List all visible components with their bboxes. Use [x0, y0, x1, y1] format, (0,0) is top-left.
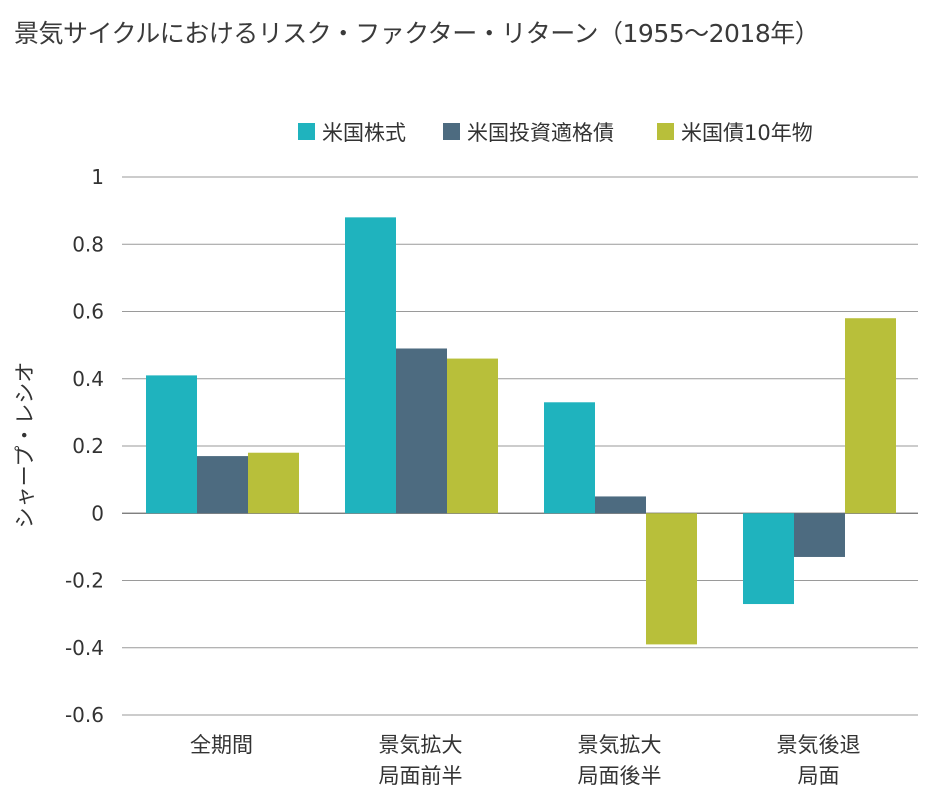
legend-label: 米国株式 — [322, 121, 406, 145]
x-category-label: 全期間 — [190, 733, 253, 757]
y-tick-label: -0.2 — [65, 569, 104, 593]
legend-label: 米国債10年物 — [681, 121, 813, 145]
legend-label: 米国投資適格債 — [467, 121, 614, 145]
y-tick-label: 0.6 — [72, 300, 104, 324]
y-axis-label: シャープ・レシオ — [13, 362, 37, 529]
bar — [595, 496, 646, 514]
y-tick-label: 0.8 — [72, 232, 104, 256]
bar — [146, 375, 197, 514]
bar — [845, 318, 896, 514]
x-category-label: 局面後半 — [578, 764, 662, 788]
y-axis-ticks: 1 0.8 0.6 0.4 0.2 0 -0.2 -0.4 -0.6 — [65, 165, 104, 727]
x-category-label: 景気後退 — [777, 733, 861, 757]
x-category-label: 局面 — [798, 764, 840, 788]
x-category-label: 景気拡大 — [379, 733, 463, 757]
bar — [544, 402, 595, 514]
bar — [197, 456, 248, 514]
y-tick-label: 0.4 — [72, 367, 104, 391]
bar — [248, 452, 299, 514]
bars — [146, 217, 896, 645]
bar — [743, 513, 794, 605]
legend-swatch — [657, 123, 674, 140]
chart-title: 景気サイクルにおけるリスク・ファクター・リターン（1955〜2018年） — [14, 19, 820, 48]
bar — [396, 348, 447, 514]
bar — [646, 513, 697, 645]
legend-swatch — [443, 123, 460, 140]
y-tick-label: 0.2 — [72, 434, 104, 458]
y-tick-label: 0 — [91, 501, 104, 525]
y-tick-label: 1 — [91, 165, 104, 189]
y-tick-label: -0.4 — [65, 636, 104, 660]
legend: 米国株式 米国投資適格債 米国債10年物 — [298, 121, 813, 145]
y-tick-label: -0.6 — [65, 703, 104, 727]
bar — [345, 217, 396, 514]
bar — [794, 513, 845, 557]
gridlines — [122, 176, 918, 716]
x-category-label: 景気拡大 — [578, 733, 662, 757]
x-category-label: 局面前半 — [379, 764, 463, 788]
bar — [447, 358, 498, 514]
legend-swatch — [298, 123, 315, 140]
